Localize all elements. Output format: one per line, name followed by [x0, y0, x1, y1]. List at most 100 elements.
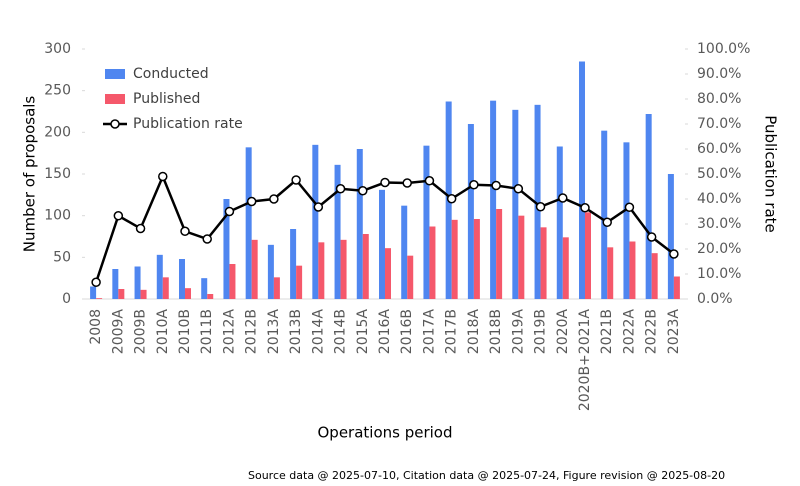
y2-tick-label: 20.0% — [697, 241, 741, 257]
bar — [312, 144, 319, 299]
line-marker — [202, 234, 212, 244]
bar — [401, 205, 408, 299]
bar — [423, 145, 430, 299]
bar — [140, 289, 147, 299]
bar — [273, 277, 280, 299]
x-tick-label: 2022B — [644, 309, 660, 354]
x-tick-label: 2014A — [310, 309, 326, 355]
bar — [290, 229, 297, 299]
bar — [267, 244, 274, 299]
bar — [134, 266, 141, 299]
bar — [667, 174, 674, 299]
line-marker — [113, 211, 124, 221]
bar — [651, 253, 658, 299]
y2-tick-label: 70.0% — [697, 116, 741, 132]
bar — [518, 215, 525, 299]
line-marker — [558, 193, 568, 203]
line-marker — [358, 186, 368, 196]
legend-swatch — [105, 94, 125, 104]
bar — [90, 286, 97, 299]
y2-tick-label: 30.0% — [697, 216, 741, 232]
bar — [623, 142, 630, 299]
y2-tick-label: 50.0% — [697, 166, 741, 182]
line-marker — [513, 184, 524, 194]
x-tick-label: 2019A — [510, 309, 526, 355]
y-tick-label: 200 — [44, 124, 71, 140]
x-tick-label: 2012B — [244, 309, 260, 354]
line-marker — [469, 180, 479, 190]
line-marker — [646, 232, 657, 242]
bar — [179, 259, 185, 299]
y-tick-label: 150 — [44, 166, 71, 182]
x-tick-label: 2018B — [488, 309, 504, 354]
bar — [162, 277, 169, 299]
line-marker — [158, 171, 168, 182]
y2-tick-label: 100.0% — [697, 41, 750, 57]
bar — [185, 288, 191, 299]
x-tick-label: 2019B — [533, 309, 549, 354]
line-marker — [246, 196, 257, 207]
x-tick-label: 2014B — [333, 309, 349, 354]
bar — [379, 189, 385, 299]
bar — [340, 239, 347, 299]
bar — [556, 146, 563, 299]
x-tick-label: 2016A — [377, 309, 393, 355]
bar — [96, 298, 103, 299]
x-tick-label: 2023A — [666, 309, 682, 355]
bar — [473, 219, 480, 299]
x-tick-label: 2017A — [421, 309, 437, 355]
bar — [490, 100, 497, 300]
y-tick-label: 0 — [62, 291, 71, 307]
legend-label: Conducted — [133, 66, 209, 82]
x-tick-label: 2022A — [621, 309, 637, 355]
bar — [540, 227, 547, 299]
bar — [156, 254, 163, 299]
line-marker — [91, 277, 101, 287]
legend-swatch — [110, 119, 120, 129]
legend-swatch — [105, 69, 125, 79]
bar — [579, 61, 585, 299]
legend-label: Publication rate — [133, 116, 243, 132]
bar — [467, 124, 474, 299]
line-marker — [624, 202, 635, 212]
y-axis-title: Number of proposals — [21, 96, 39, 253]
x-tick-label: 2020A — [555, 309, 571, 355]
y2-tick-label: 10.0% — [697, 266, 741, 282]
bar — [201, 278, 208, 299]
bar — [118, 289, 125, 299]
y2-tick-label: 80.0% — [697, 91, 741, 107]
bar — [251, 239, 258, 299]
bar — [112, 269, 119, 299]
line-marker — [269, 194, 279, 204]
bar — [645, 114, 652, 299]
y2-axis-title: Publication rate — [762, 115, 780, 233]
line-marker — [180, 226, 190, 236]
x-tick-label: 2017B — [444, 309, 460, 354]
line-marker — [135, 223, 146, 234]
bar — [318, 242, 325, 299]
bar — [496, 209, 503, 299]
bar — [245, 147, 252, 299]
x-tick-label: 2010A — [155, 309, 171, 355]
x-tick-label: 2011B — [199, 309, 215, 354]
x-tick-label: 2018A — [466, 309, 482, 355]
x-tick-label: 2009A — [110, 309, 126, 355]
x-tick-label: 2016B — [399, 309, 415, 354]
bar — [229, 264, 236, 299]
bar — [451, 219, 458, 299]
bar — [601, 130, 608, 299]
footnote: Source data @ 2025-07-10, Citation data … — [248, 469, 725, 482]
line-marker — [424, 176, 435, 186]
line-marker — [335, 184, 346, 194]
line-marker — [291, 175, 301, 185]
line-marker — [446, 194, 457, 204]
legend-label: Published — [133, 91, 200, 107]
line-marker — [669, 249, 679, 259]
line-marker — [402, 178, 412, 188]
y2-tick-label: 60.0% — [697, 141, 741, 157]
line-marker — [380, 177, 390, 188]
bar — [562, 237, 569, 299]
y2-tick-label: 90.0% — [697, 66, 741, 82]
